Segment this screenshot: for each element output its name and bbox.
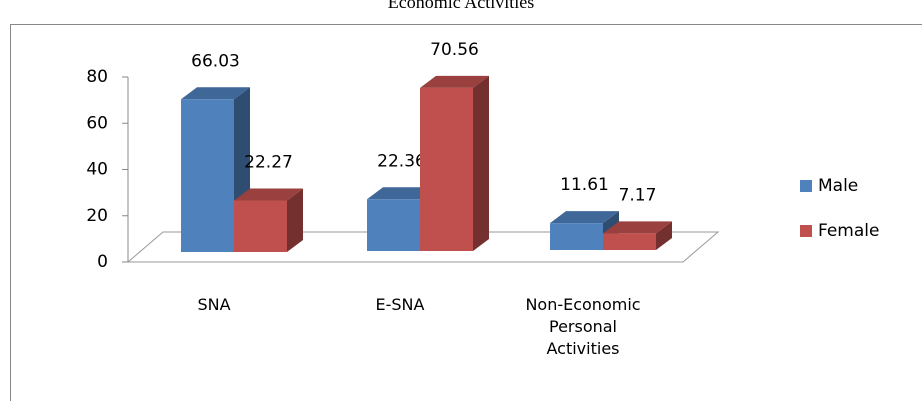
bar-face bbox=[603, 233, 656, 250]
bar-face bbox=[181, 99, 234, 252]
bar-face bbox=[234, 188, 303, 201]
legend-label: Male bbox=[818, 176, 858, 196]
chart-title: Economic Activities bbox=[388, 0, 534, 12]
bar-face bbox=[367, 199, 420, 251]
bar bbox=[420, 75, 489, 251]
bar-face bbox=[420, 75, 489, 88]
y-tick-label: 60 bbox=[86, 113, 108, 133]
bar-face bbox=[234, 200, 287, 252]
bar-face bbox=[603, 221, 672, 234]
legend-label: Female bbox=[818, 221, 879, 241]
bar-face bbox=[287, 188, 303, 252]
legend-swatch bbox=[800, 180, 812, 192]
value-label: 11.61 bbox=[560, 175, 609, 195]
value-label: 22.36 bbox=[377, 151, 426, 171]
x-tick-label: Non-Economic Personal Activities bbox=[525, 295, 641, 358]
bar bbox=[603, 221, 672, 250]
value-label: 66.03 bbox=[191, 51, 240, 71]
bar bbox=[234, 188, 303, 252]
bar-face bbox=[656, 221, 672, 250]
bar-face bbox=[473, 75, 489, 251]
chart-border bbox=[10, 24, 922, 401]
bar-face bbox=[550, 223, 603, 250]
y-tick-label: 20 bbox=[86, 206, 108, 226]
value-label: 70.56 bbox=[430, 40, 479, 60]
y-tick-label: 0 bbox=[97, 252, 108, 272]
floor bbox=[126, 231, 720, 263]
x-tick-label: SNA bbox=[197, 295, 231, 314]
y-tick-label: 40 bbox=[86, 160, 108, 180]
bar-face bbox=[550, 211, 619, 224]
value-label: 7.17 bbox=[619, 185, 657, 205]
x-tick-label: E-SNA bbox=[375, 295, 425, 314]
bar-face bbox=[367, 187, 436, 200]
bar-face bbox=[181, 87, 250, 100]
legend-swatch bbox=[800, 225, 812, 237]
bar-face bbox=[420, 87, 473, 251]
value-label: 22.27 bbox=[244, 153, 293, 173]
y-tick-label: 80 bbox=[86, 67, 108, 87]
